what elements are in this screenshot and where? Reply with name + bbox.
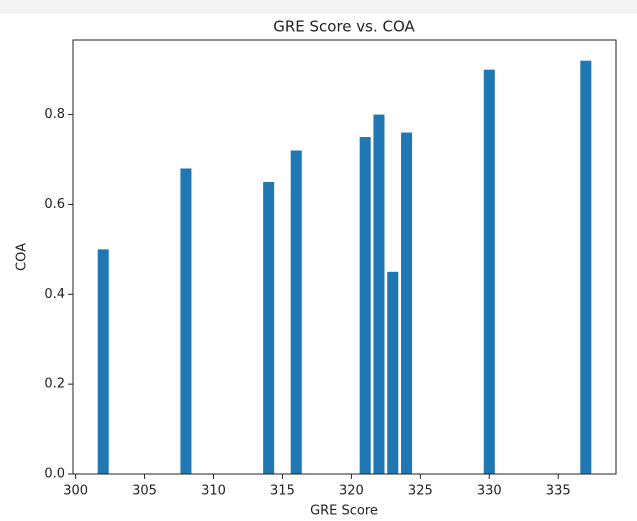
bar <box>483 69 495 475</box>
bar <box>97 249 109 474</box>
x-tick-label: 325 <box>408 484 433 499</box>
bar <box>580 60 592 475</box>
bar <box>401 132 413 474</box>
x-tick-label: 330 <box>477 484 502 499</box>
x-tick-label: 300 <box>63 484 88 499</box>
bar <box>359 137 371 475</box>
bar <box>387 271 399 474</box>
y-tick-label: 0.8 <box>44 107 65 122</box>
x-tick-label: 320 <box>339 484 364 499</box>
bar <box>180 168 192 475</box>
y-tick-label: 0.0 <box>44 467 65 482</box>
bar <box>373 114 385 474</box>
bar <box>290 150 302 475</box>
plot-frame <box>72 39 617 475</box>
y-tick-label: 0.2 <box>44 377 65 392</box>
x-tick-label: 335 <box>546 484 571 499</box>
y-axis-label: COA <box>15 243 30 271</box>
top-band <box>0 0 637 14</box>
bar <box>263 181 275 474</box>
y-tick-label: 0.6 <box>44 197 65 212</box>
x-tick-label: 305 <box>132 484 157 499</box>
x-tick-label: 315 <box>270 484 295 499</box>
x-axis-label: GRE Score <box>310 504 378 519</box>
y-tick-label: 0.4 <box>44 287 65 302</box>
chart-title: GRE Score vs. COA <box>273 18 415 36</box>
x-tick-label: 310 <box>201 484 226 499</box>
